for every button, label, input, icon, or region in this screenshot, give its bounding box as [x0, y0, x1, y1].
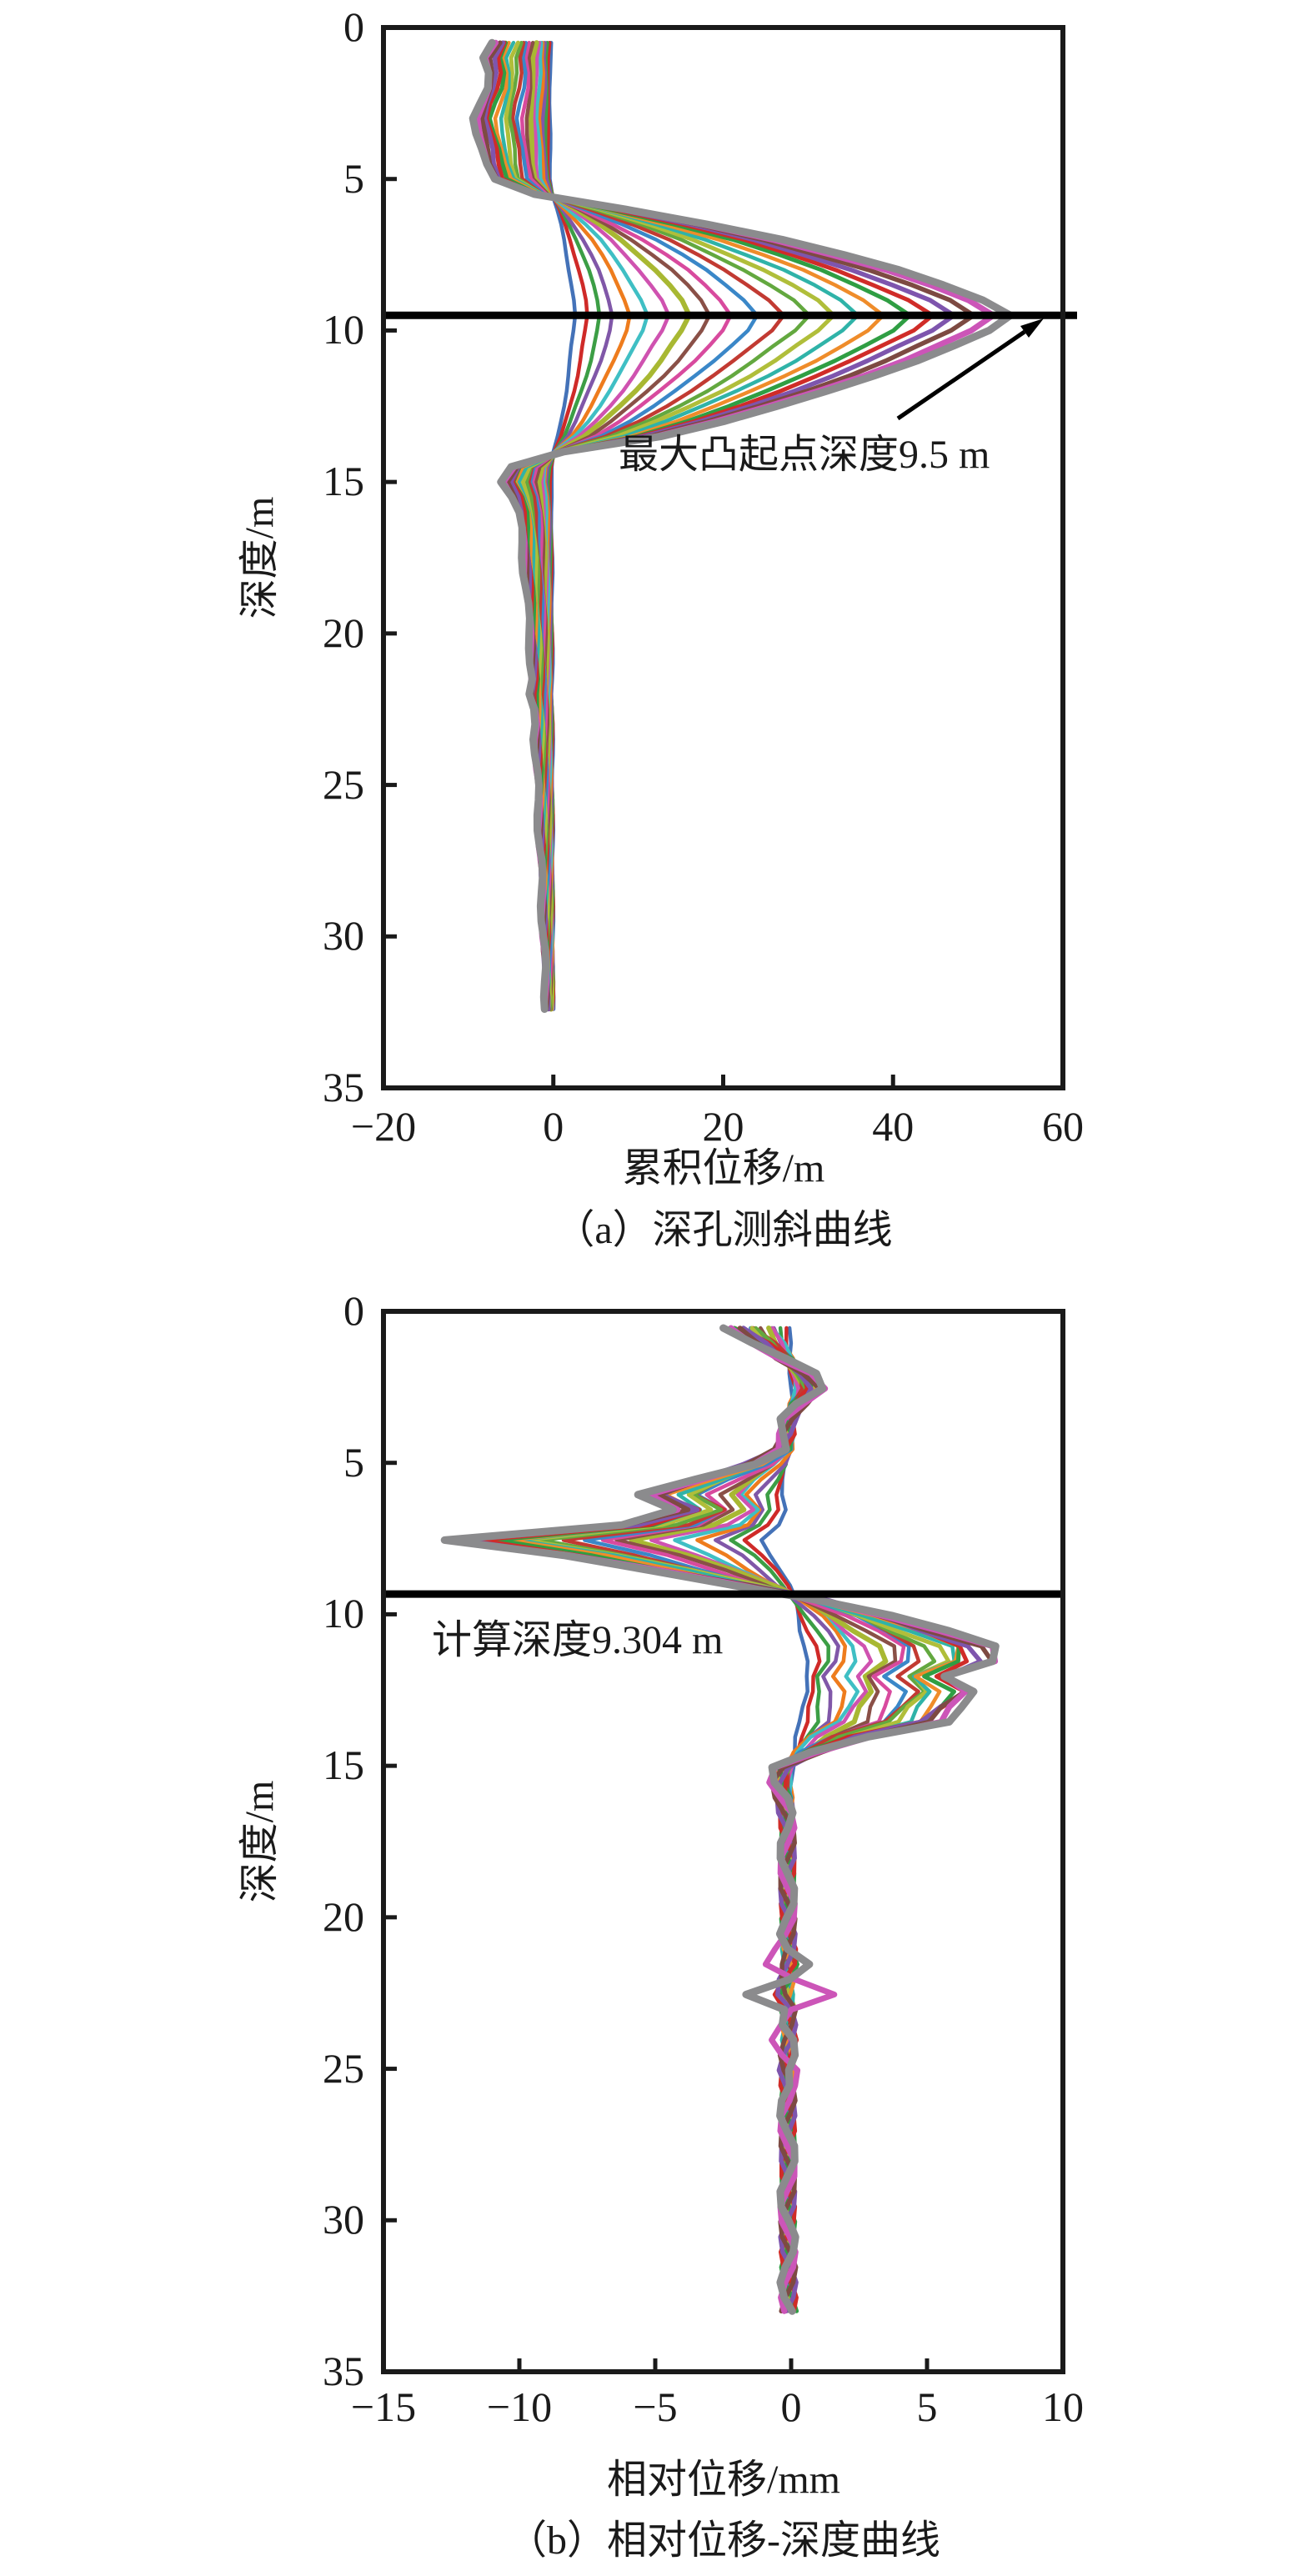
- chart-b-y-tick-label: 5: [343, 1438, 364, 1486]
- chart-a-y-tick-label: 15: [323, 458, 364, 505]
- chart-a-y-tick-label: 0: [343, 3, 364, 50]
- chart-b-y-axis-title: 深度/m: [238, 1780, 282, 1903]
- chart-a-caption: （a）深孔测斜曲线: [554, 1208, 893, 1252]
- chart-b-x-tick-label: 0: [780, 2383, 802, 2430]
- chart-a-series-curve: [507, 40, 812, 1011]
- chart-a-plot-frame: [381, 25, 1065, 1090]
- chart-a-y-tick-label: 25: [323, 760, 364, 808]
- chart-a-y-tick-label: 5: [343, 154, 364, 202]
- chart-b-caption: （b）相对位移-深度曲线: [507, 2518, 940, 2563]
- chart-b-series-curve: [614, 1326, 898, 2313]
- chart-a-x-tick-label: 20: [702, 1103, 744, 1150]
- chart-a-x-tick-label: 40: [872, 1103, 915, 1150]
- chart-a-x-tick-label: 0: [543, 1103, 564, 1150]
- chart-a-series-curve: [499, 40, 860, 1011]
- chart-a-series-curve: [528, 40, 692, 1012]
- chart-a-annotation-arrow-head: [1020, 318, 1044, 338]
- chart-b-x-tick-label: −5: [633, 2383, 678, 2430]
- chart-b-y-tick-label: 30: [323, 2196, 364, 2243]
- chart-a-y-tick-label: 30: [323, 912, 364, 960]
- chart-b-y-tick-label: 25: [323, 2044, 364, 2092]
- chart-b-x-tick-label: −15: [350, 2383, 417, 2430]
- chart-a-y-axis-title: 深度/m: [238, 496, 282, 619]
- chart-a-x-axis-title: 累积位移/m: [622, 1146, 825, 1190]
- chart-b-y-tick-label: 20: [323, 1892, 364, 1940]
- chart-b-x-tick-label: 10: [1042, 2383, 1084, 2430]
- chart-b-x-tick-label: −10: [486, 2383, 553, 2430]
- chart-b-y-tick-label: 15: [323, 1742, 364, 1789]
- chart-a-series-curve: [504, 40, 836, 1011]
- chart-a-y-tick-label: 35: [323, 1064, 364, 1110]
- chart-b-y-tick-label: 0: [343, 1287, 364, 1334]
- chart-b-y-tick-label: 10: [323, 1590, 364, 1637]
- chart-b-series-curve: [514, 1326, 957, 2313]
- chart-a-x-tick-label: −20: [350, 1103, 417, 1150]
- chart-a-series-curve: [469, 38, 1015, 1013]
- chart-a-annotation-arrow-line: [896, 329, 1026, 421]
- chart-a-annotation-max-bulge-depth: 最大凸起点深度9.5 m: [619, 433, 990, 477]
- chart-b-series-curve: [440, 1324, 1000, 2315]
- chart-a-series-curve: [482, 40, 957, 1012]
- chart-b-y-tick-label: 35: [323, 2348, 364, 2394]
- chart-b-plot-frame: [381, 1309, 1065, 2374]
- chart-b-annotation-calc-depth: 计算深度9.304 m: [432, 1618, 724, 1662]
- chart-a-y-tick-label: 20: [323, 609, 364, 656]
- chart-a-x-tick-label: 60: [1042, 1103, 1084, 1150]
- chart-b-series-curve: [629, 1326, 889, 2314]
- chart-a-series-curve: [474, 39, 997, 1012]
- chart-b-x-axis-title: 相对位移/mm: [606, 2458, 841, 2502]
- chart-a-y-tick-label: 10: [323, 306, 364, 353]
- chart-b-x-tick-label: 5: [916, 2383, 938, 2430]
- chart-a-series-curve: [479, 40, 976, 1012]
